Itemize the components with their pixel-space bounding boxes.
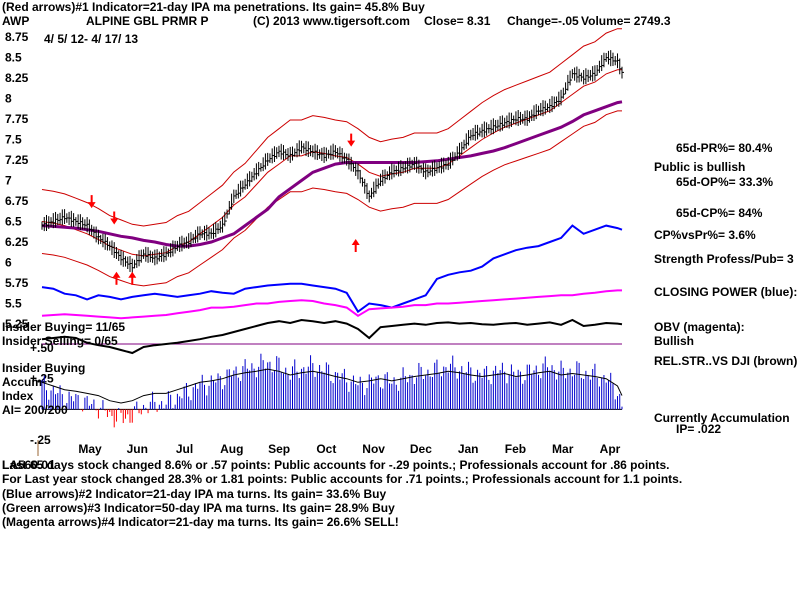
sell-arrow-head <box>347 140 356 147</box>
indicator-blue: (Blue arrows)#2 Indicator=21-day IPA ma … <box>2 487 387 501</box>
month-tick-label: Dec <box>410 442 432 456</box>
obv-label: OBV (magenta): <box>654 320 745 334</box>
op-label: 65d-OP%= 33.3% <box>676 175 774 189</box>
price-tick-label: 8.75 <box>5 30 29 44</box>
summary-overlay: LA560.01 <box>2 458 55 472</box>
buy-arrow-head <box>351 239 360 245</box>
change-label: Change=-.05 <box>507 14 579 28</box>
sell-arrow-head <box>87 202 96 209</box>
summary-line-2: For Last year stock changed 28.3% or 1.8… <box>2 472 683 486</box>
indicator-magenta: (Magenta arrows)#4 Indicator=21-day ma t… <box>2 515 399 529</box>
month-tick-label: Feb <box>505 442 526 456</box>
price-tick-label: 5.25 <box>5 317 29 331</box>
sell-arrow-head <box>110 218 119 225</box>
price-tick-label: 7.25 <box>5 153 29 167</box>
month-tick-label: Oct <box>316 442 336 456</box>
volume-label: Volume= 2749.3 <box>581 14 671 28</box>
ip-label: IP= .022 <box>676 422 722 436</box>
month-tick-label: Jul <box>176 442 193 456</box>
symbol-label: AWP <box>2 14 30 28</box>
date-range: 4/ 5/ 12- 4/ 17/ 13 <box>44 32 139 46</box>
month-tick-label: May <box>78 442 102 456</box>
buy-arrow-head <box>128 271 137 278</box>
month-tick-label: Sep <box>268 442 290 456</box>
public-status: Public is bullish <box>654 160 746 174</box>
price-tick-label: 8.25 <box>5 71 29 85</box>
relstr-label: REL.STR..VS DJI (brown) <box>654 354 798 368</box>
ai-label: AI= 200/200 <box>2 403 68 417</box>
pr-label: 65d-PR%= 80.4% <box>676 141 773 155</box>
header-indicator: (Red arrows)#1 Indicator=21-day IPA ma p… <box>2 0 425 14</box>
price-tick-label: 8 <box>5 92 12 106</box>
lower-band-line <box>41 110 622 287</box>
ma50-line <box>41 100 623 248</box>
indicator-green: (Green arrows)#3 Indicator=50-day IPA ma… <box>2 501 395 515</box>
price-tick-label: 7.75 <box>5 112 29 126</box>
price-tick-label: 5.75 <box>5 276 29 290</box>
accum-tick-label: +.25 <box>30 372 54 386</box>
price-tick-label: 6.5 <box>5 215 22 229</box>
insider-buying: Insider Buying= 11/65 <box>2 320 126 334</box>
cp-label: 65d-CP%= 84% <box>676 206 763 220</box>
ma21-line <box>41 69 622 257</box>
month-tick-label: Aug <box>220 442 243 456</box>
strength-label: Strength Profess/Pub= 3 <box>654 252 794 266</box>
price-tick-label: 7 <box>5 174 12 188</box>
buy-arrow-head <box>112 271 121 278</box>
price-tick-label: 5.5 <box>5 297 22 311</box>
accum-status: Currently Accumulation <box>654 411 790 425</box>
insider-legend: Insider Buying <box>2 361 86 375</box>
price-tick-label: 8.5 <box>5 51 22 65</box>
price-tick-label: 6.25 <box>5 235 29 249</box>
obv-line <box>41 289 622 320</box>
cpvspr-label: CP%vsPr%= 3.6% <box>654 228 756 242</box>
month-tick-label: Nov <box>362 442 385 456</box>
close-label: Close= 8.31 <box>424 14 491 28</box>
rel-strength-line <box>41 318 623 355</box>
upper-band-line <box>41 28 622 227</box>
month-tick-label: Mar <box>552 442 574 456</box>
price-tick-label: 6.75 <box>5 194 29 208</box>
price-tick-label: 6 <box>5 256 12 270</box>
closing-power-line <box>41 224 623 314</box>
month-tick-label: Jun <box>127 442 148 456</box>
accum-label-1: Accum <box>2 375 43 389</box>
accum-ma-line <box>41 368 623 404</box>
copyright: (C) 2013 www.tigersoft.com <box>253 14 410 28</box>
accum-tick-label: -.25 <box>30 433 51 447</box>
insider-selling: Insider Selling= 0/65 <box>2 334 118 348</box>
month-tick-label: Apr <box>600 442 621 456</box>
price-tick-label: 7.5 <box>5 133 22 147</box>
obv-status: Bullish <box>654 334 695 348</box>
accum-label-2: Index <box>2 389 34 403</box>
month-tick-label: Jan <box>458 442 479 456</box>
chart-title: ALPINE GBL PRMR P <box>86 14 209 28</box>
summary-line-1: Last 65 days stock changed 8.6% or .57 p… <box>2 458 670 472</box>
closing-power-label: CLOSING POWER (blue): <box>654 285 798 299</box>
